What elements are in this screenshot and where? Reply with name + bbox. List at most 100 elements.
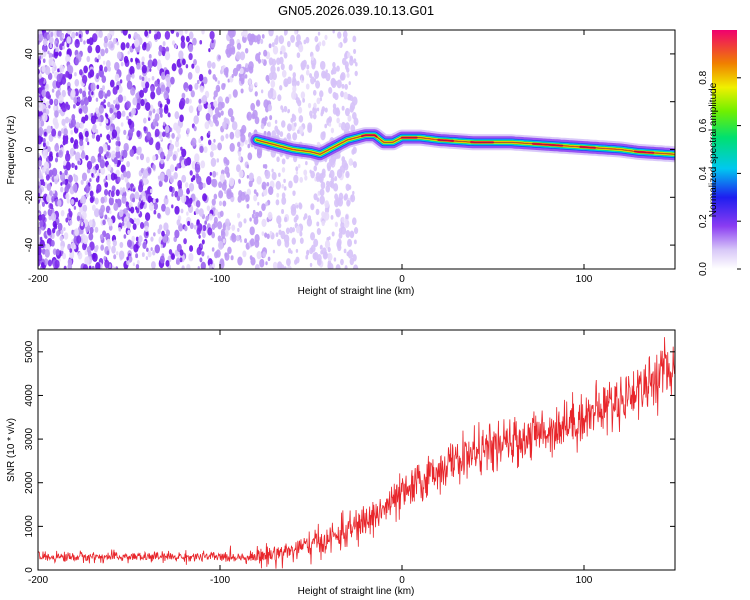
noise-blob <box>58 149 64 158</box>
spectrogram-heatmap <box>38 30 675 269</box>
noise-blob <box>75 143 79 149</box>
noise-blob <box>125 42 130 49</box>
colorbar-tick-label: 0.2 <box>698 214 709 228</box>
noise-blob <box>243 218 247 224</box>
noise-blob <box>347 115 352 122</box>
noise-blob <box>249 217 252 222</box>
noise-blob <box>249 255 253 261</box>
noise-blob <box>154 80 159 87</box>
noise-blob <box>126 160 130 168</box>
noise-blob <box>128 111 132 117</box>
noise-blob <box>204 220 207 225</box>
noise-blob <box>236 164 241 173</box>
noise-blob <box>158 44 163 52</box>
noise-blob <box>253 194 258 202</box>
noise-blob <box>254 91 258 97</box>
noise-blob <box>170 30 175 34</box>
noise-blob <box>292 132 298 141</box>
noise-blob <box>352 190 355 195</box>
noise-blob <box>316 254 322 263</box>
noise-blob <box>174 190 179 198</box>
noise-blob <box>346 251 350 257</box>
noise-blob <box>88 219 93 227</box>
noise-blob <box>325 69 328 74</box>
noise-blob <box>177 180 183 188</box>
noise-blob <box>239 51 246 61</box>
noise-blob <box>180 35 185 43</box>
noise-blob <box>143 126 147 132</box>
noise-blob <box>193 125 197 132</box>
noise-blob <box>47 259 53 267</box>
noise-blob <box>211 223 216 230</box>
noise-blob <box>159 172 165 182</box>
noise-blob <box>257 39 260 45</box>
noise-blob <box>54 259 60 269</box>
noise-blob <box>148 54 152 59</box>
noise-blob <box>68 174 73 183</box>
noise-blob <box>199 85 204 93</box>
noise-blob <box>57 130 62 137</box>
noise-blob <box>62 44 65 50</box>
x-tick-label: -200 <box>28 274 48 285</box>
noise-blob <box>336 240 342 249</box>
noise-blob <box>174 205 180 215</box>
noise-blob <box>136 62 141 70</box>
noise-blob <box>159 255 165 264</box>
noise-blob <box>310 114 313 119</box>
y-tick-label: 0 <box>24 567 35 573</box>
noise-blob <box>103 99 106 104</box>
noise-blob <box>145 231 149 236</box>
noise-blob <box>61 34 64 39</box>
noise-blob <box>126 239 132 248</box>
noise-blob <box>297 99 302 107</box>
noise-blob <box>74 38 80 48</box>
x-tick-label: 100 <box>576 575 593 586</box>
noise-blob <box>193 115 199 125</box>
colorbar-tick-label: 0.8 <box>698 70 709 84</box>
noise-blob <box>220 101 225 109</box>
noise-blob <box>92 123 97 131</box>
noise-blob <box>48 36 54 45</box>
noise-blob <box>309 169 312 174</box>
noise-blob <box>102 219 106 226</box>
y-tick-label: 3000 <box>24 428 35 451</box>
noise-blob <box>176 219 181 226</box>
noise-blob <box>106 250 110 256</box>
noise-blob <box>164 104 169 111</box>
noise-blob <box>331 156 336 164</box>
noise-blob <box>152 164 156 171</box>
noise-blob <box>349 105 354 113</box>
noise-blob <box>247 152 253 161</box>
noise-blob <box>113 157 118 165</box>
noise-blob <box>155 141 161 151</box>
noise-blob <box>179 114 184 123</box>
noise-blob <box>108 196 114 206</box>
noise-blob <box>211 61 216 69</box>
noise-blob <box>195 200 201 208</box>
noise-blob <box>206 205 211 212</box>
noise-blob <box>206 176 212 186</box>
noise-blob <box>123 129 127 136</box>
noise-blob <box>202 182 206 189</box>
noise-blob <box>331 66 337 75</box>
noise-blob <box>120 61 124 67</box>
noise-blob <box>344 122 351 131</box>
noise-blob <box>57 199 62 207</box>
noise-blob <box>161 51 165 56</box>
noise-blob <box>238 156 242 162</box>
noise-blob <box>85 30 89 35</box>
noise-blob <box>177 148 180 153</box>
noise-blob <box>201 239 205 245</box>
noise-blob <box>59 64 65 73</box>
noise-blob <box>184 30 188 35</box>
noise-blob <box>50 212 57 222</box>
noise-blob <box>269 115 273 121</box>
noise-blob <box>170 76 175 85</box>
noise-blob <box>205 215 209 222</box>
noise-blob <box>234 129 241 139</box>
noise-blob <box>152 154 156 162</box>
noise-blob <box>252 209 256 215</box>
noise-blob <box>138 183 144 193</box>
noise-blob <box>281 108 284 113</box>
noise-blob <box>222 200 227 207</box>
